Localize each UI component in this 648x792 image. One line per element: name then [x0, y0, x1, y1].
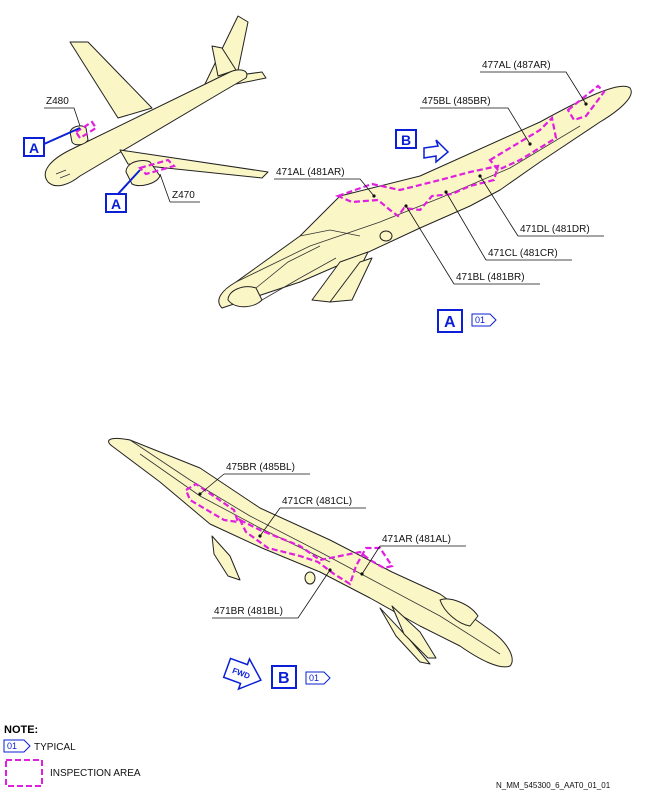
svg-text:01: 01 [475, 315, 485, 325]
panel-label-471cl: 471CL (481CR) [488, 248, 558, 259]
panel-label-475br: 475BR (485BL) [226, 462, 295, 473]
svg-text:A: A [444, 314, 456, 331]
panel-label-471cr: 471CR (481CL) [282, 496, 352, 507]
svg-text:B: B [401, 132, 411, 148]
callout-a-lower[interactable]: A [105, 169, 141, 213]
callout-b-arrow[interactable]: B [395, 129, 450, 164]
svg-text:TYPICAL: TYPICAL [34, 742, 76, 753]
view-b-title: B 01 [271, 665, 331, 689]
inspection-area-z480 [74, 120, 98, 140]
figure-id: N_MM_545300_6_AAT0_01_01 [496, 781, 611, 790]
fairing-view-b [108, 437, 513, 668]
notes-block: NOTE: 01 TYPICAL INSPECTION AREA [3, 724, 141, 787]
panel-label-471ar: 471AR (481AL) [382, 534, 451, 545]
inspection-area-475br [184, 482, 240, 524]
inspection-area-471 [334, 164, 500, 218]
svg-text:01: 01 [7, 741, 17, 751]
aircraft-overview [44, 15, 269, 187]
panel-label-471bl: 471BL (481BR) [456, 272, 525, 283]
callout-a-upper[interactable]: A [23, 127, 81, 157]
inspection-area-471r [237, 517, 394, 586]
panel-label-471br: 471BR (481BL) [214, 606, 283, 617]
panel-label-475bl: 475BL (485BR) [422, 96, 491, 107]
view-a-title: A 01 [437, 309, 497, 333]
inspection-area-z470 [137, 158, 177, 176]
svg-text:INSPECTION AREA: INSPECTION AREA [50, 768, 141, 779]
panel-label-477al: 477AL (487AR) [482, 60, 551, 71]
inspection-area-477al [566, 84, 606, 122]
zone-label-z470: Z470 [172, 190, 195, 201]
zone-label-z480: Z480 [46, 96, 69, 107]
fairing-view-a [218, 84, 632, 309]
panel-label-471al: 471AL (481AR) [276, 167, 345, 178]
inspection-area-475bl [488, 115, 558, 172]
fwd-arrow-icon: FWD [222, 657, 262, 691]
panel-label-471dl: 471DL (481DR) [520, 224, 590, 235]
svg-text:01: 01 [309, 673, 319, 683]
svg-text:A: A [29, 140, 39, 156]
svg-text:NOTE:: NOTE: [4, 724, 38, 736]
svg-text:A: A [111, 196, 121, 212]
svg-text:B: B [278, 670, 290, 687]
